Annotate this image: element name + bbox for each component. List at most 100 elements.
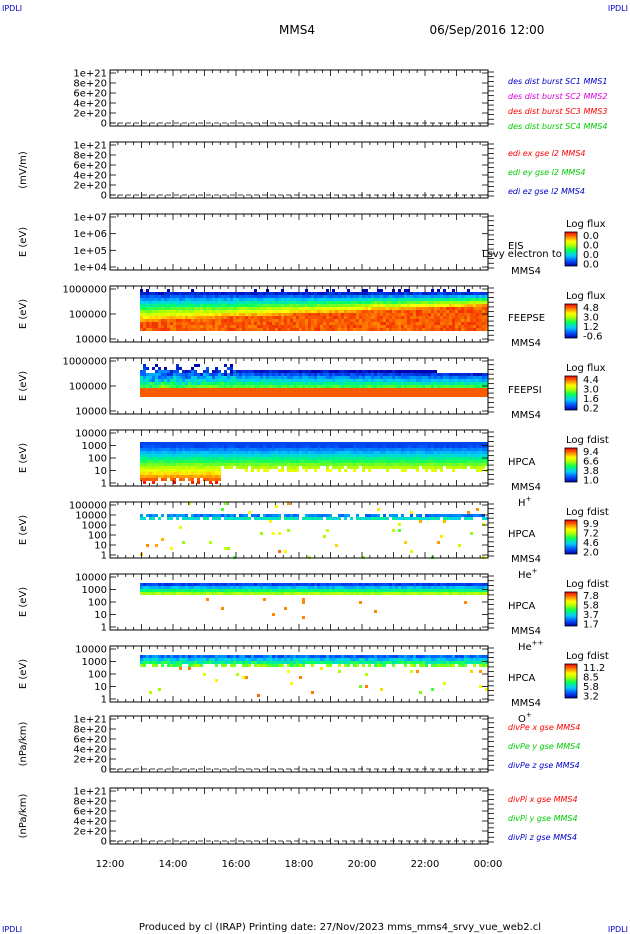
spectrogram-pixel [314,373,317,376]
spectrogram-pixel [398,292,401,295]
spectrogram-pixel [194,292,197,295]
spectrogram-pixel [395,301,398,304]
colorbar-value: 9.4 [583,447,599,458]
spectrogram-pixel [458,385,461,388]
spectrogram-pixel [251,325,254,328]
spectrogram-pixel [344,376,347,379]
spectrogram-pixel [350,451,353,454]
spectrogram-pixel [467,319,470,322]
spectrogram-pixel [275,316,278,319]
spectrogram-pixel [416,391,419,394]
spectrogram-pixel [290,313,293,316]
spectrogram-pixel [350,388,353,391]
spectrogram-pixel [149,295,152,298]
spectrogram-pixel [305,307,308,310]
spectrogram-pixel [299,370,302,373]
spectrogram-pixel [386,442,389,445]
spectrogram-pixel [410,304,413,307]
spectrogram-pixel [431,442,434,445]
spectrogram-pixel [191,592,194,595]
spectrogram-pixel [185,370,188,373]
spectrogram-pixel [230,445,233,448]
spectrogram-pixel [188,382,191,385]
spectrogram-pixel [161,478,164,481]
spectrogram-pixel [221,442,224,445]
spectrogram-pixel [311,382,314,385]
spectrogram-pixel [164,391,167,394]
spectrogram-pixel [413,517,416,520]
spectrogram-pixel [284,514,287,517]
spectrogram-pixel [224,388,227,391]
spectrogram-pixel [371,304,374,307]
spectrogram-pixel [353,466,356,469]
spectrogram-pixel [404,457,407,460]
spectrogram-pixel [224,442,227,445]
spectrogram-pixel [164,322,167,325]
spectrogram-pixel [455,448,458,451]
spectrogram-pixel [263,391,266,394]
spectrogram-pixel [467,442,470,445]
spectrogram-pixel [410,445,413,448]
spectrogram-pixel [251,307,254,310]
spectrogram-pixel [461,325,464,328]
spectrogram-pixel [350,295,353,298]
y-tick-label: 100000 [69,501,107,512]
spectrogram-pixel [353,388,356,391]
spectrogram-pixel [212,517,215,520]
spectrogram-pixel [485,316,488,319]
spectrogram-pixel [185,463,188,466]
spectrogram-pixel [473,394,476,397]
spectrogram-pixel [182,457,185,460]
spectrogram-pixel [278,442,281,445]
spectrogram-pixel [479,325,482,328]
spectrogram-pixel [434,463,437,466]
spectrogram-pixel [290,382,293,385]
spectrogram-pixel [383,304,386,307]
spectrogram-pixel [167,517,170,520]
spectrogram-pixel [476,316,479,319]
spectrogram-pixel [185,394,188,397]
spectrogram-pixel [395,292,398,295]
spectrogram-pixel [404,376,407,379]
spectrogram-pixel [410,382,413,385]
spectrogram-pixel [326,385,329,388]
spectrogram-pixel [434,370,437,373]
spectrogram-pixel [272,391,275,394]
spectrogram-pixel [197,445,200,448]
spectrogram-pixel [158,469,161,472]
spectrogram-pixel [206,310,209,313]
spectrogram-pixel [455,385,458,388]
spectrogram-pixel [413,379,416,382]
spectrogram-pixel [182,313,185,316]
spectrogram-pixel [482,385,485,388]
spectrogram-pixel [140,301,143,304]
spectrogram-pixel [185,466,188,469]
spectrogram-pixel [206,295,209,298]
spectrogram-pixel [191,310,194,313]
spectrogram-pixel [155,322,158,325]
spectrogram-pixel [392,322,395,325]
spectrogram-pixel [323,388,326,391]
spectrogram-pixel [422,445,425,448]
spectrogram-pixel [338,376,341,379]
spectrogram-pixel [392,385,395,388]
spectrogram-pixel [146,322,149,325]
spectrogram-pixel [161,538,164,541]
spectrogram-pixel [215,448,218,451]
spectrogram-pixel [473,298,476,301]
spectrogram-pixel [203,463,206,466]
spectrogram-pixel [161,586,164,589]
spectrogram-pixel [161,298,164,301]
spectrogram-pixel [179,373,182,376]
spectrogram-pixel [425,514,428,517]
spectrogram-pixel [434,394,437,397]
spectrogram-pixel [149,391,152,394]
spectrogram-pixel [467,388,470,391]
spectrogram-pixel [173,292,176,295]
spectrogram-pixel [437,448,440,451]
spectrogram-pixel [209,310,212,313]
spectrogram-pixel [158,373,161,376]
spectrogram-pixel [299,457,302,460]
spectrogram-pixel [275,376,278,379]
spectrogram-pixel [254,388,257,391]
